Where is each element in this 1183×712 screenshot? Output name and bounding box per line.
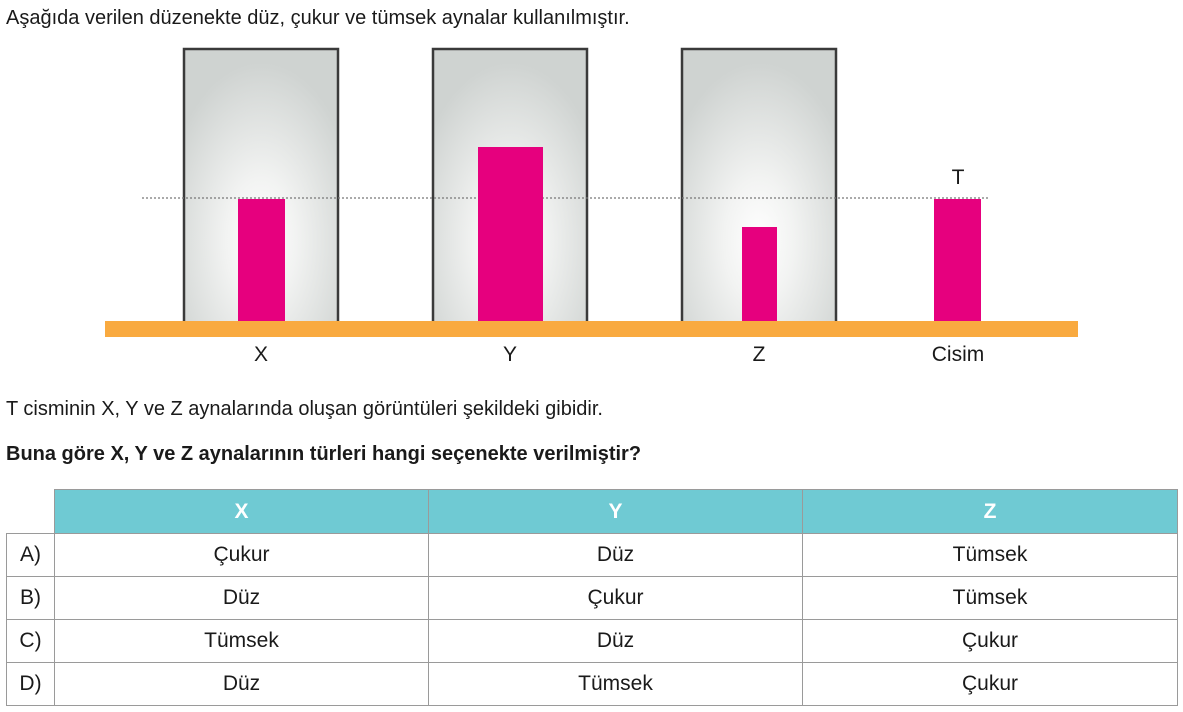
object-t [934, 199, 981, 325]
option-cell-y: Çukur [428, 576, 803, 620]
mirror-label-x: X [253, 343, 268, 366]
table-header-row: X Y Z [6, 489, 1178, 534]
question-intro: Aşağıda verilen düzenekte düz, çukur ve … [6, 7, 630, 29]
mirror-label-z: Z [752, 343, 766, 366]
mirror-label-y: Y [502, 343, 517, 366]
option-letter[interactable]: C) [6, 619, 55, 663]
image-x [238, 199, 285, 325]
ground-bar [105, 321, 1078, 337]
option-cell-z: Tümsek [802, 533, 1178, 577]
option-cell-x: Düz [54, 576, 429, 620]
object-label: Cisim [931, 343, 985, 366]
option-cell-x: Tümsek [54, 619, 429, 663]
image-y [478, 147, 543, 323]
option-cell-y: Düz [428, 533, 803, 577]
option-cell-z: Çukur [802, 662, 1178, 706]
option-cell-x: Düz [54, 662, 429, 706]
header-z: Z [802, 489, 1178, 534]
option-row-c[interactable]: C) Tümsek Düz Çukur [6, 619, 1178, 663]
mirror-figure: T X Y Z Cisim [105, 47, 1078, 366]
mirror-diagram [105, 47, 1078, 337]
option-row-d[interactable]: D) Düz Tümsek Çukur [6, 662, 1178, 706]
option-cell-z: Çukur [802, 619, 1178, 663]
option-row-a[interactable]: A) Çukur Düz Tümsek [6, 533, 1178, 577]
option-row-b[interactable]: B) Düz Çukur Tümsek [6, 576, 1178, 620]
option-letter[interactable]: A) [6, 533, 55, 577]
option-letter[interactable]: D) [6, 662, 55, 706]
option-cell-z: Tümsek [802, 576, 1178, 620]
option-cell-y: Tümsek [428, 662, 803, 706]
answer-options-table: X Y Z A) Çukur Düz Tümsek B) Düz Çukur T… [6, 489, 1178, 706]
image-z [742, 227, 777, 323]
option-cell-x: Çukur [54, 533, 429, 577]
header-x: X [54, 489, 429, 534]
header-y: Y [428, 489, 803, 534]
question-statement: T cisminin X, Y ve Z aynalarında oluşan … [6, 398, 603, 420]
option-letter[interactable]: B) [6, 576, 55, 620]
table-corner-cell [6, 489, 55, 534]
question-prompt: Buna göre X, Y ve Z aynalarının türleri … [6, 443, 642, 465]
option-cell-y: Düz [428, 619, 803, 663]
object-letter-label: T [951, 166, 965, 189]
